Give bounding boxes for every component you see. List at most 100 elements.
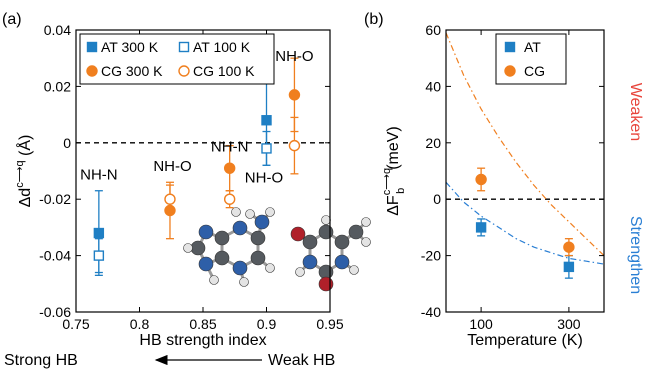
b-point-s1-0 xyxy=(475,173,487,186)
a-xtick-label: 0.8 xyxy=(130,316,150,332)
b-point-s0-0 xyxy=(475,222,487,233)
molecule-atom xyxy=(349,265,359,275)
panel-b-legend: AT CG xyxy=(495,33,567,85)
molecule-atom xyxy=(318,224,334,240)
b-ytick-label: 40 xyxy=(425,78,441,94)
panel-a-legend-box xyxy=(79,33,275,85)
panel-a-ylabel: Δdc⟶q (Å) xyxy=(14,135,34,208)
strengthen-label: Strengthen xyxy=(627,216,644,294)
molecule-atom xyxy=(250,250,266,266)
molecule-atom xyxy=(198,256,214,272)
molecule-atom xyxy=(295,267,305,277)
a-ytick-label: 0.02 xyxy=(44,78,71,94)
molecule-atom xyxy=(348,224,364,240)
molecule-illustration xyxy=(183,207,371,292)
a-ytick-label: -0.02 xyxy=(39,191,71,207)
a-xtick-label: 0.85 xyxy=(189,316,216,332)
molecule-atom xyxy=(245,209,255,219)
a-point-s2-1 xyxy=(223,162,236,174)
molecule-atom xyxy=(302,234,318,250)
molecule-atom xyxy=(214,250,230,266)
panel-b-ylabel: ΔFc⟶q b(meV) xyxy=(381,126,407,216)
b-fit-curve-1 xyxy=(445,181,605,265)
a-point-s0-1 xyxy=(261,115,272,126)
molecule-atom xyxy=(265,207,275,217)
b-point-s0-1 xyxy=(563,261,575,273)
a-point-s3-2 xyxy=(288,139,301,152)
b-point-s1-1 xyxy=(563,241,575,253)
a-annotation: NH-O xyxy=(153,158,191,175)
molecule-atom xyxy=(209,275,219,285)
a-annotation: NH-N xyxy=(80,166,118,183)
a-annotation: NH-O xyxy=(275,48,313,65)
a-ytick-label: 0.04 xyxy=(44,22,71,38)
molecule-atom xyxy=(334,234,350,250)
molecule-atom xyxy=(302,254,318,270)
molecule-atom xyxy=(321,215,331,225)
b-legend-label-0: AT xyxy=(524,39,541,55)
a-annotation: NH-O xyxy=(245,169,283,186)
molecule-atom xyxy=(361,237,371,247)
a-legend-label-3: CG 100 K xyxy=(193,63,255,79)
b-legend-label-1: CG xyxy=(524,63,545,79)
molecule-atom xyxy=(231,207,241,217)
b-fit-curve-0 xyxy=(445,32,605,257)
a-point-s1-1 xyxy=(261,143,272,154)
adenine-molecule xyxy=(183,207,275,287)
panel-b: (b) 100 300 -40 -20 0 20 40 60 AT CG ΔFc⟶q b(meV)… xyxy=(364,11,644,349)
molecule-atom xyxy=(334,254,350,270)
a-point-s0-0 xyxy=(93,227,105,239)
b-ytick-label: 20 xyxy=(425,135,441,151)
a-ytick-label: -0.06 xyxy=(39,304,71,320)
a-point-s1-0 xyxy=(93,250,105,261)
a-legend-label-0: AT 300 K xyxy=(101,39,159,55)
molecule-atom xyxy=(250,230,266,246)
b-legend-marker-0 xyxy=(504,41,516,53)
a-ytick-label: -0.04 xyxy=(39,248,71,264)
a-point-s3-0 xyxy=(164,193,176,205)
molecule-atom xyxy=(214,230,230,246)
a-xtick-label: 0.75 xyxy=(62,316,89,332)
a-legend-marker-1 xyxy=(178,41,190,53)
a-legend-marker-0 xyxy=(86,41,98,53)
a-xtick-label: 0.95 xyxy=(316,316,343,332)
a-point-s2-2 xyxy=(288,89,301,101)
b-legend-marker-1 xyxy=(504,65,516,77)
panel-a: (a) 0.75 0.8 0.85 0.9 0.95 -0.06 -0.04 -0.02 0 0.… xyxy=(2,11,371,369)
molecule-atom xyxy=(183,243,193,253)
molecule-atom xyxy=(232,220,248,236)
panel-b-xlabel: Temperature (K) xyxy=(467,332,583,349)
a-xtick-label: 0.9 xyxy=(257,316,277,332)
a-legend-marker-2 xyxy=(86,65,98,77)
panel-b-label: (b) xyxy=(364,11,384,28)
molecule-atom xyxy=(232,260,248,276)
molecule-atom xyxy=(198,224,214,240)
b-ytick-label: -20 xyxy=(421,248,441,264)
a-annotation: NH-N xyxy=(211,138,249,155)
panel-a-xlabel: HB strength index xyxy=(139,332,266,349)
molecule-atom xyxy=(265,263,275,273)
molecule-atom xyxy=(290,226,306,242)
panel-a-frame xyxy=(75,29,331,313)
b-ytick-label: 60 xyxy=(425,22,441,38)
panel-b-frame xyxy=(445,29,605,313)
a-legend-label-1: AT 100 K xyxy=(193,39,251,55)
strong-hb-label: Strong HB xyxy=(4,352,78,369)
thymine-molecule xyxy=(290,215,371,292)
molecule-atom xyxy=(239,277,249,287)
weak-hb-label: Weak HB xyxy=(268,352,335,369)
panel-a-label: (a) xyxy=(2,11,22,28)
b-ytick-label: -40 xyxy=(421,304,441,320)
panel-a-legend: AT 300 K AT 100 K CG 300 K CG 100 K xyxy=(79,33,275,85)
b-xtick-label: 100 xyxy=(469,316,493,332)
molecule-atom xyxy=(190,240,206,256)
a-point-s3-1 xyxy=(223,193,236,205)
a-legend-label-2: CG 300 K xyxy=(101,63,163,79)
a-legend-marker-3 xyxy=(178,65,190,77)
molecule-atom xyxy=(254,214,270,230)
a-ytick-label: 0 xyxy=(63,135,71,151)
weaken-label: Weaken xyxy=(627,83,644,141)
molecule-atom xyxy=(361,217,371,227)
b-xtick-label: 300 xyxy=(557,316,581,332)
